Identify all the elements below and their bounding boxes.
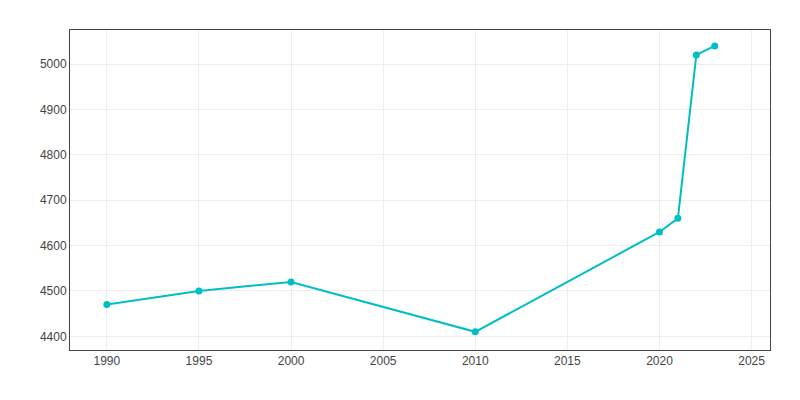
svg-text:2010: 2010: [462, 354, 489, 368]
svg-text:1995: 1995: [186, 354, 213, 368]
svg-text:2000: 2000: [278, 354, 305, 368]
svg-text:2005: 2005: [370, 354, 397, 368]
svg-text:4400: 4400: [40, 330, 67, 344]
svg-text:4600: 4600: [40, 239, 67, 253]
svg-text:4500: 4500: [40, 284, 67, 298]
svg-text:5000: 5000: [40, 57, 67, 71]
svg-text:4800: 4800: [40, 148, 67, 162]
svg-text:1990: 1990: [93, 354, 120, 368]
svg-text:2020: 2020: [646, 354, 673, 368]
svg-text:4700: 4700: [40, 193, 67, 207]
svg-text:2015: 2015: [554, 354, 581, 368]
svg-text:4900: 4900: [40, 103, 67, 117]
svg-text:2025: 2025: [738, 354, 765, 368]
